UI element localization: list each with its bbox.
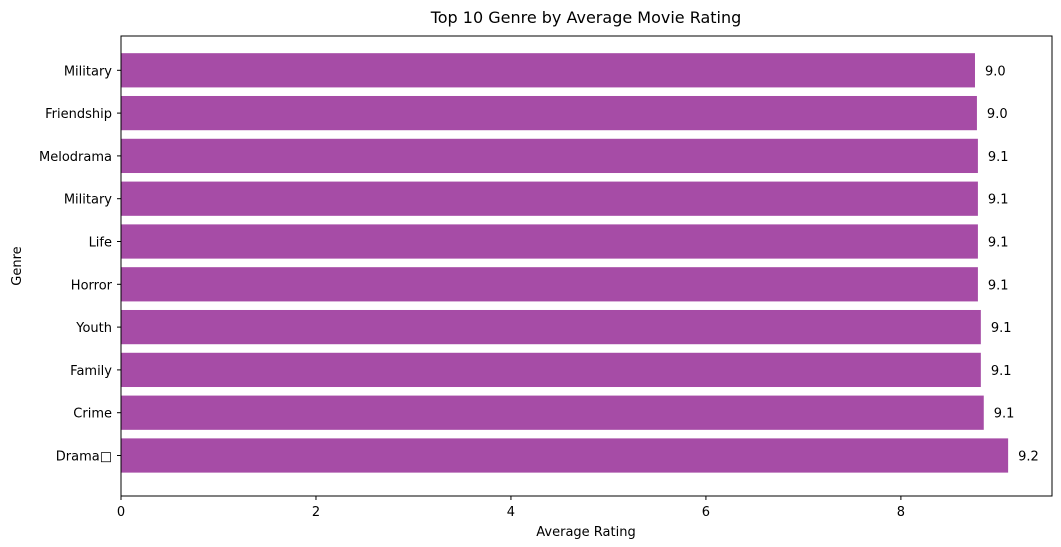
data-labels-group: 9.2 9.1 9.1 9.1 9.1 9.1 9.1 9.1 9.0 9.0: [985, 64, 1039, 464]
bar-9: [121, 53, 975, 88]
bar-7: [121, 138, 978, 174]
bar-value-label-5: 9.1: [988, 236, 1009, 251]
y-tick-label-4: Horror: [71, 278, 113, 293]
bar-2: [121, 352, 981, 388]
bar-6: [121, 181, 978, 216]
x-tick-label-1: 2: [312, 505, 320, 520]
y-axis-label: Genre: [10, 246, 25, 285]
bar-5: [121, 224, 978, 259]
y-tick-label-9: Military: [64, 64, 112, 79]
y-tick-label-7: Melodrama: [39, 150, 112, 165]
bar-3: [121, 309, 981, 345]
bar-4: [121, 267, 978, 302]
y-tick-label-2: Family: [70, 364, 112, 379]
bar-value-label-7: 9.1: [988, 150, 1009, 165]
x-tick-label-4: 8: [897, 505, 905, 520]
plot-frame: [120, 35, 1053, 497]
y-tick-label-6: Military: [64, 193, 112, 208]
x-axis-label: Average Rating: [536, 525, 635, 540]
bar-value-label-6: 9.1: [988, 193, 1009, 208]
x-tick-label-0: 0: [117, 505, 125, 520]
bars-group: [121, 53, 1009, 473]
bar-8: [121, 95, 977, 131]
bar-value-label-4: 9.1: [988, 278, 1009, 293]
y-tick-label-3: Youth: [75, 321, 112, 336]
bar-value-label-3: 9.1: [991, 321, 1012, 336]
y-tick-label-0: Drama□: [56, 450, 112, 465]
bar-0: [121, 438, 1009, 473]
bar-value-label-9: 9.0: [985, 64, 1006, 79]
y-tick-label-1: Crime: [73, 407, 112, 422]
bar-1: [121, 395, 984, 430]
bar-value-label-2: 9.1: [991, 364, 1012, 379]
x-tick-label-2: 4: [507, 505, 515, 520]
y-axis-ticks: Drama□ Crime Family Youth Horror Life Military…: [39, 64, 121, 465]
bar-value-label-1: 9.1: [994, 407, 1015, 422]
chart-title: Top 10 Genre by Average Movie Rating: [430, 8, 742, 27]
x-axis-ticks: 0 2 4 6 8: [117, 496, 905, 520]
y-tick-label-8: Friendship: [45, 107, 112, 122]
bar-value-label-0: 9.2: [1018, 450, 1039, 465]
bar-value-label-8: 9.0: [987, 107, 1008, 122]
x-tick-label-3: 6: [702, 505, 710, 520]
y-tick-label-5: Life: [89, 236, 112, 251]
